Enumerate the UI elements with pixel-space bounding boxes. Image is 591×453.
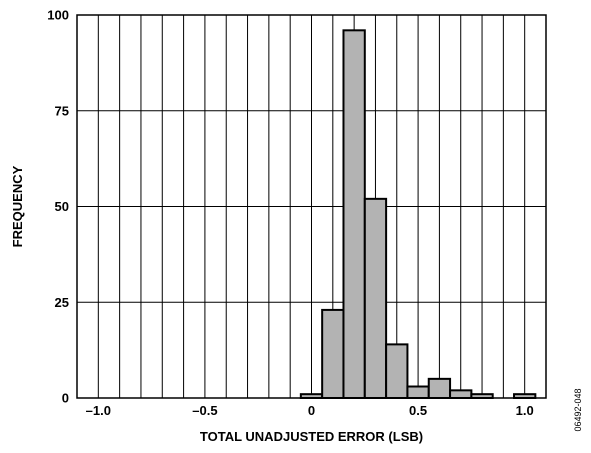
- histogram-bar: [385, 343, 409, 400]
- y-tick-label: 75: [55, 103, 69, 118]
- y-tick-label: 100: [47, 8, 69, 23]
- x-tick-label: –0.5: [192, 403, 217, 418]
- x-tick-label: 0: [308, 403, 315, 418]
- y-tick-labels: 0 25 50 75 100: [47, 8, 69, 406]
- grid-lines: [77, 15, 546, 398]
- figure-code: 06492-048: [573, 388, 583, 431]
- histogram-bars: [299, 29, 537, 400]
- histogram-bar: [406, 385, 430, 400]
- x-axis-label: TOTAL UNADJUSTED ERROR (LSB): [200, 429, 423, 444]
- y-tick-label: 0: [62, 391, 69, 406]
- y-tick-label: 50: [55, 199, 69, 214]
- y-axis-label: FREQUENCY: [10, 165, 25, 247]
- histogram-bar: [321, 308, 345, 399]
- histogram-bar: [449, 389, 473, 399]
- y-tick-label: 25: [55, 295, 69, 310]
- histogram-bar: [427, 377, 452, 400]
- histogram-bar: [363, 197, 388, 399]
- x-tick-label: 0.5: [409, 403, 427, 418]
- histogram-bar: [342, 29, 366, 399]
- x-tick-label: –1.0: [86, 403, 111, 418]
- x-tick-labels: –1.0 –0.5 0 0.5 1.0: [86, 403, 534, 418]
- x-tick-label: 1.0: [516, 403, 534, 418]
- plot-frame: [76, 14, 547, 399]
